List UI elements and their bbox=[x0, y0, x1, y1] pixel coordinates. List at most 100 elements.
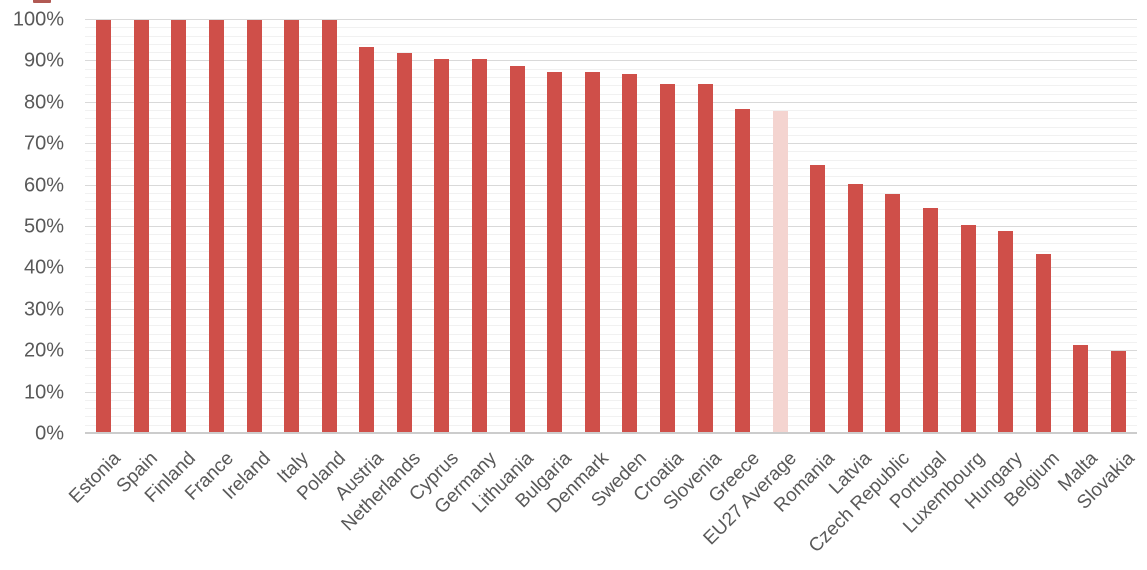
minor-gridline bbox=[85, 275, 1137, 277]
minor-gridline bbox=[85, 234, 1137, 236]
bar-slot bbox=[686, 20, 724, 434]
bar-slot bbox=[574, 20, 612, 434]
bar-slot bbox=[310, 20, 348, 434]
minor-gridline bbox=[85, 85, 1137, 87]
minor-gridline bbox=[85, 317, 1137, 319]
x-axis-line bbox=[85, 432, 1137, 434]
major-gridline bbox=[85, 101, 1137, 103]
major-gridline bbox=[85, 143, 1137, 145]
minor-gridline bbox=[85, 399, 1137, 401]
y-tick-label: 10% bbox=[23, 381, 64, 404]
y-tick-label: 0% bbox=[35, 422, 64, 445]
bar-greece bbox=[735, 109, 751, 434]
bar-slot bbox=[1024, 20, 1062, 434]
major-gridline bbox=[85, 350, 1137, 352]
bar-finland bbox=[171, 20, 187, 434]
y-tick-label: 90% bbox=[23, 49, 64, 72]
bar-romania bbox=[810, 164, 826, 434]
major-gridline bbox=[85, 308, 1137, 310]
bar-slot bbox=[874, 20, 912, 434]
bar-slovakia bbox=[1110, 351, 1126, 434]
bar-slot bbox=[386, 20, 424, 434]
minor-gridline bbox=[85, 43, 1137, 45]
bar-slot bbox=[273, 20, 311, 434]
bar-slot bbox=[799, 20, 837, 434]
minor-gridline bbox=[85, 383, 1137, 385]
cropped-title-text-artifact bbox=[33, 0, 51, 3]
minor-gridline bbox=[85, 416, 1137, 418]
bar-italy bbox=[284, 20, 300, 434]
minor-gridline bbox=[85, 126, 1137, 128]
bar-slot bbox=[912, 20, 950, 434]
bar-slot bbox=[198, 20, 236, 434]
bars-layer bbox=[85, 20, 1137, 434]
major-gridline bbox=[85, 391, 1137, 393]
minor-gridline bbox=[85, 259, 1137, 261]
minor-gridline bbox=[85, 250, 1137, 252]
bar-denmark bbox=[584, 71, 600, 434]
bar-poland bbox=[321, 20, 337, 434]
minor-gridline bbox=[85, 366, 1137, 368]
y-tick-label: 30% bbox=[23, 298, 64, 321]
bar-hungary bbox=[998, 231, 1014, 434]
minor-gridline bbox=[85, 408, 1137, 410]
minor-gridline bbox=[85, 217, 1137, 219]
y-tick-label: 60% bbox=[23, 174, 64, 197]
bar-slot bbox=[423, 20, 461, 434]
minor-gridline bbox=[85, 68, 1137, 70]
bar-lithuania bbox=[509, 65, 525, 434]
minor-gridline bbox=[85, 201, 1137, 203]
bar-slot bbox=[837, 20, 875, 434]
minor-gridline bbox=[85, 375, 1137, 377]
minor-gridline bbox=[85, 27, 1137, 29]
bar-bulgaria bbox=[547, 71, 563, 434]
minor-gridline bbox=[85, 325, 1137, 327]
major-gridline bbox=[85, 226, 1137, 227]
bar-malta bbox=[1073, 345, 1089, 434]
plot-area bbox=[85, 19, 1137, 434]
bar-slot bbox=[949, 20, 987, 434]
bar-slot bbox=[536, 20, 574, 434]
major-gridline bbox=[85, 184, 1137, 186]
major-gridline bbox=[85, 267, 1137, 269]
y-tick-label: 50% bbox=[23, 215, 64, 238]
bar-ireland bbox=[246, 20, 262, 434]
bar-sweden bbox=[622, 73, 638, 434]
bar-germany bbox=[472, 59, 488, 434]
y-tick-label: 70% bbox=[23, 132, 64, 155]
minor-gridline bbox=[85, 176, 1137, 178]
y-tick-label: 100% bbox=[12, 8, 64, 31]
bar-eu27-average bbox=[772, 111, 788, 434]
bar-slot bbox=[235, 20, 273, 434]
minor-gridline bbox=[85, 76, 1137, 78]
bar-slot bbox=[1062, 20, 1100, 434]
bar-luxembourg bbox=[960, 224, 976, 434]
y-tick-label: 80% bbox=[23, 91, 64, 114]
y-tick-label: 20% bbox=[23, 339, 64, 362]
minor-gridline bbox=[85, 424, 1137, 426]
minor-gridline bbox=[85, 300, 1137, 302]
bar-slovenia bbox=[697, 84, 713, 434]
major-gridline bbox=[85, 19, 1137, 20]
minor-gridline bbox=[85, 159, 1137, 161]
minor-gridline bbox=[85, 242, 1137, 244]
minor-gridline bbox=[85, 52, 1137, 54]
bar-spain bbox=[133, 20, 149, 434]
bar-portugal bbox=[923, 208, 938, 434]
bar-slot bbox=[498, 20, 536, 434]
y-axis: 0% 10% 20% 30% 40% 50% 60% 70% 80% 90% 100% bbox=[0, 9, 64, 445]
bar-netherlands bbox=[396, 53, 412, 434]
minor-gridline bbox=[85, 35, 1137, 37]
bar-slot bbox=[649, 20, 687, 434]
bar-slot bbox=[461, 20, 499, 434]
minor-gridline bbox=[85, 134, 1137, 136]
minor-gridline bbox=[85, 292, 1137, 294]
bar-slot bbox=[348, 20, 386, 434]
bar-slot bbox=[761, 20, 799, 434]
minor-gridline bbox=[85, 168, 1137, 170]
bar-austria bbox=[359, 46, 375, 434]
minor-gridline bbox=[85, 341, 1137, 343]
minor-gridline bbox=[85, 283, 1137, 285]
minor-gridline bbox=[85, 192, 1137, 194]
